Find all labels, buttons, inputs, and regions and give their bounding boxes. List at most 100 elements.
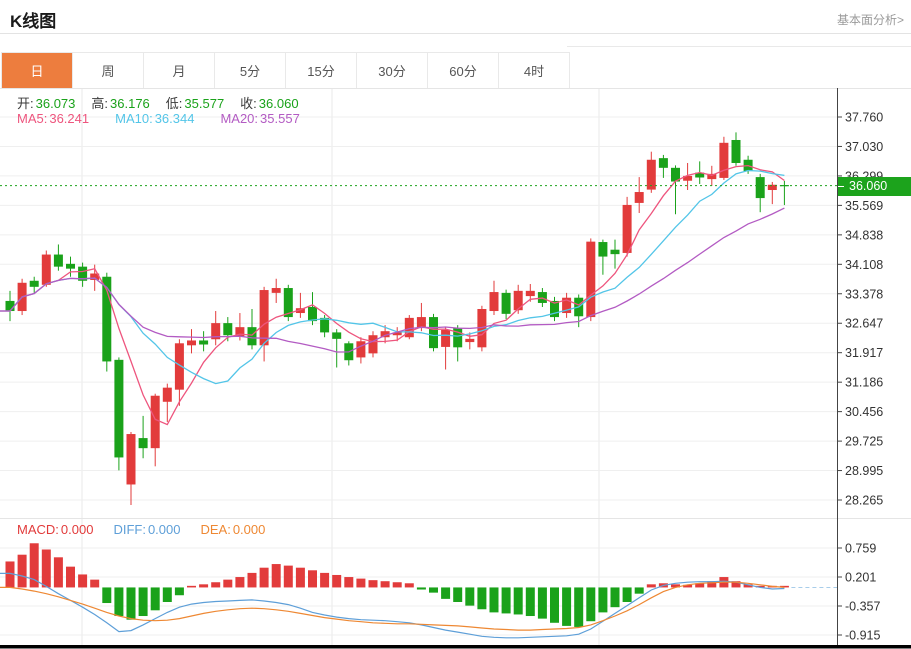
y-tick-label: 33.378 [845, 287, 883, 301]
close-value: 收: 36.060 [240, 96, 299, 111]
y-tick-label: 31.917 [845, 346, 883, 360]
macd-bar [574, 587, 584, 627]
candle-body [465, 338, 475, 343]
candle-body [562, 297, 572, 314]
macd-bar [332, 574, 342, 588]
tab-15min[interactable]: 15分 [286, 53, 357, 88]
macd-bar [477, 587, 487, 610]
macd-bar [162, 587, 172, 602]
low-value: 低: 35.577 [165, 96, 225, 111]
ohlc-legend: 开: 36.073 高: 36.176 低: 35.577 收: 36.060 [17, 93, 299, 112]
macd-bar [404, 583, 414, 588]
candle-body [199, 340, 209, 345]
candle-body [53, 254, 63, 267]
candle-body [283, 288, 293, 318]
candle-body [658, 158, 668, 168]
macd-bar [501, 587, 511, 614]
candle-body [5, 300, 15, 312]
candle-body [102, 276, 112, 362]
candle-body [211, 323, 221, 340]
y-tick-label: 31.186 [845, 376, 883, 390]
current-price-tag: 36.060 [838, 177, 911, 196]
macd-bar [525, 587, 535, 617]
ma5-line [0, 164, 785, 426]
candle-body [90, 273, 100, 280]
candle-body [586, 241, 596, 318]
macd-bar [344, 577, 354, 588]
dea-value: DEA: 0.000 [200, 522, 266, 537]
candle-body [671, 167, 680, 182]
candle-body [707, 173, 717, 180]
macd-bar [743, 584, 753, 588]
macd-bar [150, 587, 160, 611]
macd-bar [102, 587, 112, 604]
candle-body [332, 332, 342, 339]
bottom-scrollbar[interactable] [0, 645, 911, 649]
macd-bar [380, 581, 390, 588]
macd-bar [416, 587, 426, 590]
macd-bar [247, 572, 257, 588]
macd-bar [223, 579, 233, 588]
candle-body [368, 335, 378, 354]
macd-bar [356, 578, 366, 588]
candle-body [41, 254, 51, 285]
y-tick-label: 30.456 [845, 405, 883, 419]
candle-body [429, 317, 438, 349]
macd-bar [126, 587, 136, 620]
fundamental-analysis-link[interactable]: 基本面分析> [836, 13, 904, 27]
y-tick-label: 37.030 [845, 140, 883, 154]
tab-5min[interactable]: 5分 [215, 53, 286, 88]
candle-body [695, 172, 705, 178]
tab-4hour[interactable]: 4时 [499, 53, 569, 88]
macd-bar [41, 549, 51, 588]
macd-legend: MACD: 0.000 DIFF: 0.000 DEA: 0.000 [17, 522, 265, 537]
candle-body [501, 292, 511, 314]
tab-30min[interactable]: 30分 [357, 53, 428, 88]
macd-bar [537, 587, 547, 619]
candle-body [525, 290, 535, 297]
macd-bar [489, 587, 499, 613]
macd-bar [586, 587, 596, 622]
macd-bar [17, 554, 27, 588]
ma-legend: MA5: 36.241 MA10: 36.344 MA20: 35.557 [17, 111, 300, 126]
candle-body [755, 177, 765, 199]
ma20-value: MA20: 35.557 [220, 111, 300, 126]
tab-60min[interactable]: 60分 [428, 53, 499, 88]
y-tick-label: 32.647 [845, 317, 883, 331]
y-tick-label: 28.265 [845, 493, 883, 507]
candle-body [187, 340, 196, 346]
dea-line [0, 581, 785, 631]
candle-body [259, 290, 269, 346]
candlestick-series [5, 132, 789, 506]
macd-bar [453, 587, 463, 602]
toolbar-filler [567, 46, 911, 47]
candle-body [308, 306, 317, 322]
candle-body [320, 317, 330, 333]
candle-body [126, 434, 136, 485]
macd-bar [199, 584, 209, 588]
macd-bar [368, 580, 378, 588]
y-tick-label: 35.569 [845, 199, 883, 213]
macd-bar [513, 587, 523, 615]
tab-week[interactable]: 周 [73, 53, 144, 88]
macd-bar [308, 570, 317, 588]
macd-bar [235, 577, 245, 588]
macd-bar [441, 587, 451, 599]
page-title: K线图 [10, 12, 57, 31]
candle-body [622, 204, 632, 253]
macd-bar [465, 587, 475, 606]
tab-month[interactable]: 月 [144, 53, 215, 88]
tab-day[interactable]: 日 [2, 53, 73, 88]
candle-body [247, 327, 257, 346]
candle-body [683, 175, 693, 181]
candle-body [489, 292, 499, 312]
candle-body [634, 192, 644, 203]
candle-body [404, 317, 414, 338]
macd-bar [66, 566, 75, 588]
candle-body [453, 327, 463, 348]
y-tick-label: 28.995 [845, 464, 883, 478]
candle-body [235, 327, 245, 337]
y-tick-label: -0.357 [845, 599, 880, 613]
high-value: 高: 36.176 [91, 96, 150, 111]
